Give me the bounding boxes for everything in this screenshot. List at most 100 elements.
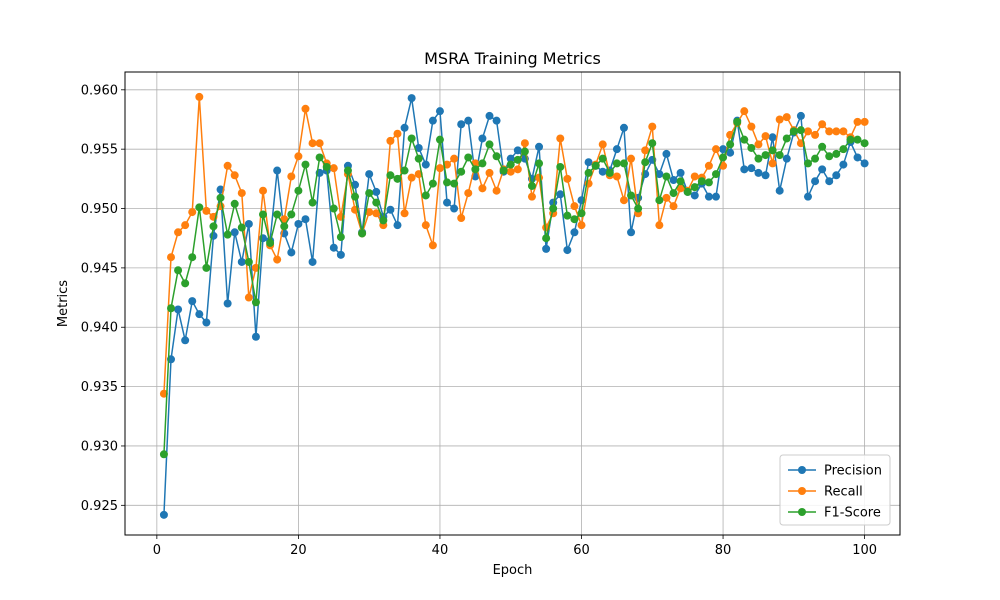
data-point xyxy=(655,196,664,205)
legend-item: F1-Score xyxy=(788,506,881,521)
data-point xyxy=(435,107,444,116)
data-point xyxy=(860,117,869,126)
data-point xyxy=(485,111,494,120)
plot-frame xyxy=(124,71,901,536)
data-point xyxy=(202,318,211,327)
data-point xyxy=(301,104,310,113)
data-point xyxy=(273,166,282,175)
data-point xyxy=(690,172,699,181)
data-point xyxy=(223,161,232,170)
data-point xyxy=(591,161,600,170)
series-f1-score xyxy=(159,117,869,459)
data-point xyxy=(336,233,345,242)
data-point xyxy=(775,115,784,124)
data-point xyxy=(832,149,841,158)
data-point xyxy=(747,122,756,131)
data-point xyxy=(542,234,551,243)
data-point xyxy=(612,145,621,154)
data-point xyxy=(407,173,416,182)
data-point xyxy=(556,134,565,143)
data-point xyxy=(428,241,437,250)
data-point xyxy=(400,209,409,218)
data-point xyxy=(167,304,175,313)
data-point xyxy=(188,208,197,217)
data-point xyxy=(782,134,791,143)
data-point xyxy=(400,123,409,132)
data-point xyxy=(450,204,459,213)
x-tick-label: 80 xyxy=(715,543,732,558)
data-point xyxy=(230,199,239,208)
data-point xyxy=(259,186,268,195)
data-point xyxy=(407,94,416,103)
data-point xyxy=(457,214,466,223)
data-point xyxy=(726,140,735,149)
data-point xyxy=(584,168,593,177)
y-tick-label: 0.940 xyxy=(81,321,118,336)
data-point xyxy=(754,140,763,149)
data-point xyxy=(811,154,820,163)
data-point xyxy=(329,204,338,213)
data-point xyxy=(711,192,720,201)
data-point xyxy=(676,168,685,177)
data-point xyxy=(676,177,685,186)
data-point xyxy=(612,172,621,181)
data-point xyxy=(789,127,798,136)
data-point xyxy=(655,170,664,179)
data-point xyxy=(853,153,862,162)
data-point xyxy=(662,172,671,181)
data-point xyxy=(223,230,232,239)
data-point xyxy=(471,165,480,174)
y-axis-label: Metrics xyxy=(56,280,71,327)
data-point xyxy=(294,152,303,161)
data-point xyxy=(818,142,827,151)
data-point xyxy=(244,293,253,302)
data-point xyxy=(308,257,317,266)
data-point xyxy=(457,167,466,176)
data-point xyxy=(839,145,848,154)
data-point xyxy=(485,140,494,149)
legend-marker xyxy=(798,466,806,474)
data-point xyxy=(421,191,430,200)
data-point xyxy=(301,215,310,224)
legend-marker xyxy=(798,487,806,495)
data-point xyxy=(648,122,657,131)
data-point xyxy=(188,297,197,306)
data-point xyxy=(655,221,664,230)
data-point xyxy=(782,113,791,122)
data-point xyxy=(506,154,515,163)
data-point xyxy=(251,298,260,307)
data-point xyxy=(478,134,487,143)
data-point xyxy=(768,159,777,168)
data-point xyxy=(563,174,572,183)
series-layer xyxy=(159,92,869,519)
data-point xyxy=(195,203,204,212)
data-point xyxy=(464,153,473,162)
data-point xyxy=(159,389,168,398)
data-point xyxy=(768,146,777,155)
data-point xyxy=(697,177,706,186)
data-point xyxy=(443,198,452,207)
data-point xyxy=(740,107,749,116)
data-point xyxy=(726,148,735,157)
data-point xyxy=(513,165,522,174)
data-point xyxy=(832,171,841,180)
data-point xyxy=(704,161,713,170)
data-point xyxy=(372,198,381,207)
data-point xyxy=(598,154,607,163)
data-point xyxy=(195,92,204,101)
data-point xyxy=(584,158,593,167)
data-point xyxy=(662,193,671,202)
tick-layer: 0 20 40 60 80 100 0.925 0.930 0.935 0.940 0.945 0.9… xyxy=(81,83,877,558)
data-point xyxy=(329,164,338,173)
data-point xyxy=(754,154,763,163)
data-point xyxy=(669,176,678,185)
data-point xyxy=(244,219,253,228)
data-point xyxy=(443,178,452,187)
data-point xyxy=(818,120,827,129)
x-axis-label: Epoch xyxy=(493,563,533,578)
data-point xyxy=(570,228,579,237)
data-point xyxy=(747,164,756,173)
data-point xyxy=(492,152,501,161)
data-point xyxy=(287,248,296,257)
chart-title: MSRA Training Metrics xyxy=(424,49,601,68)
